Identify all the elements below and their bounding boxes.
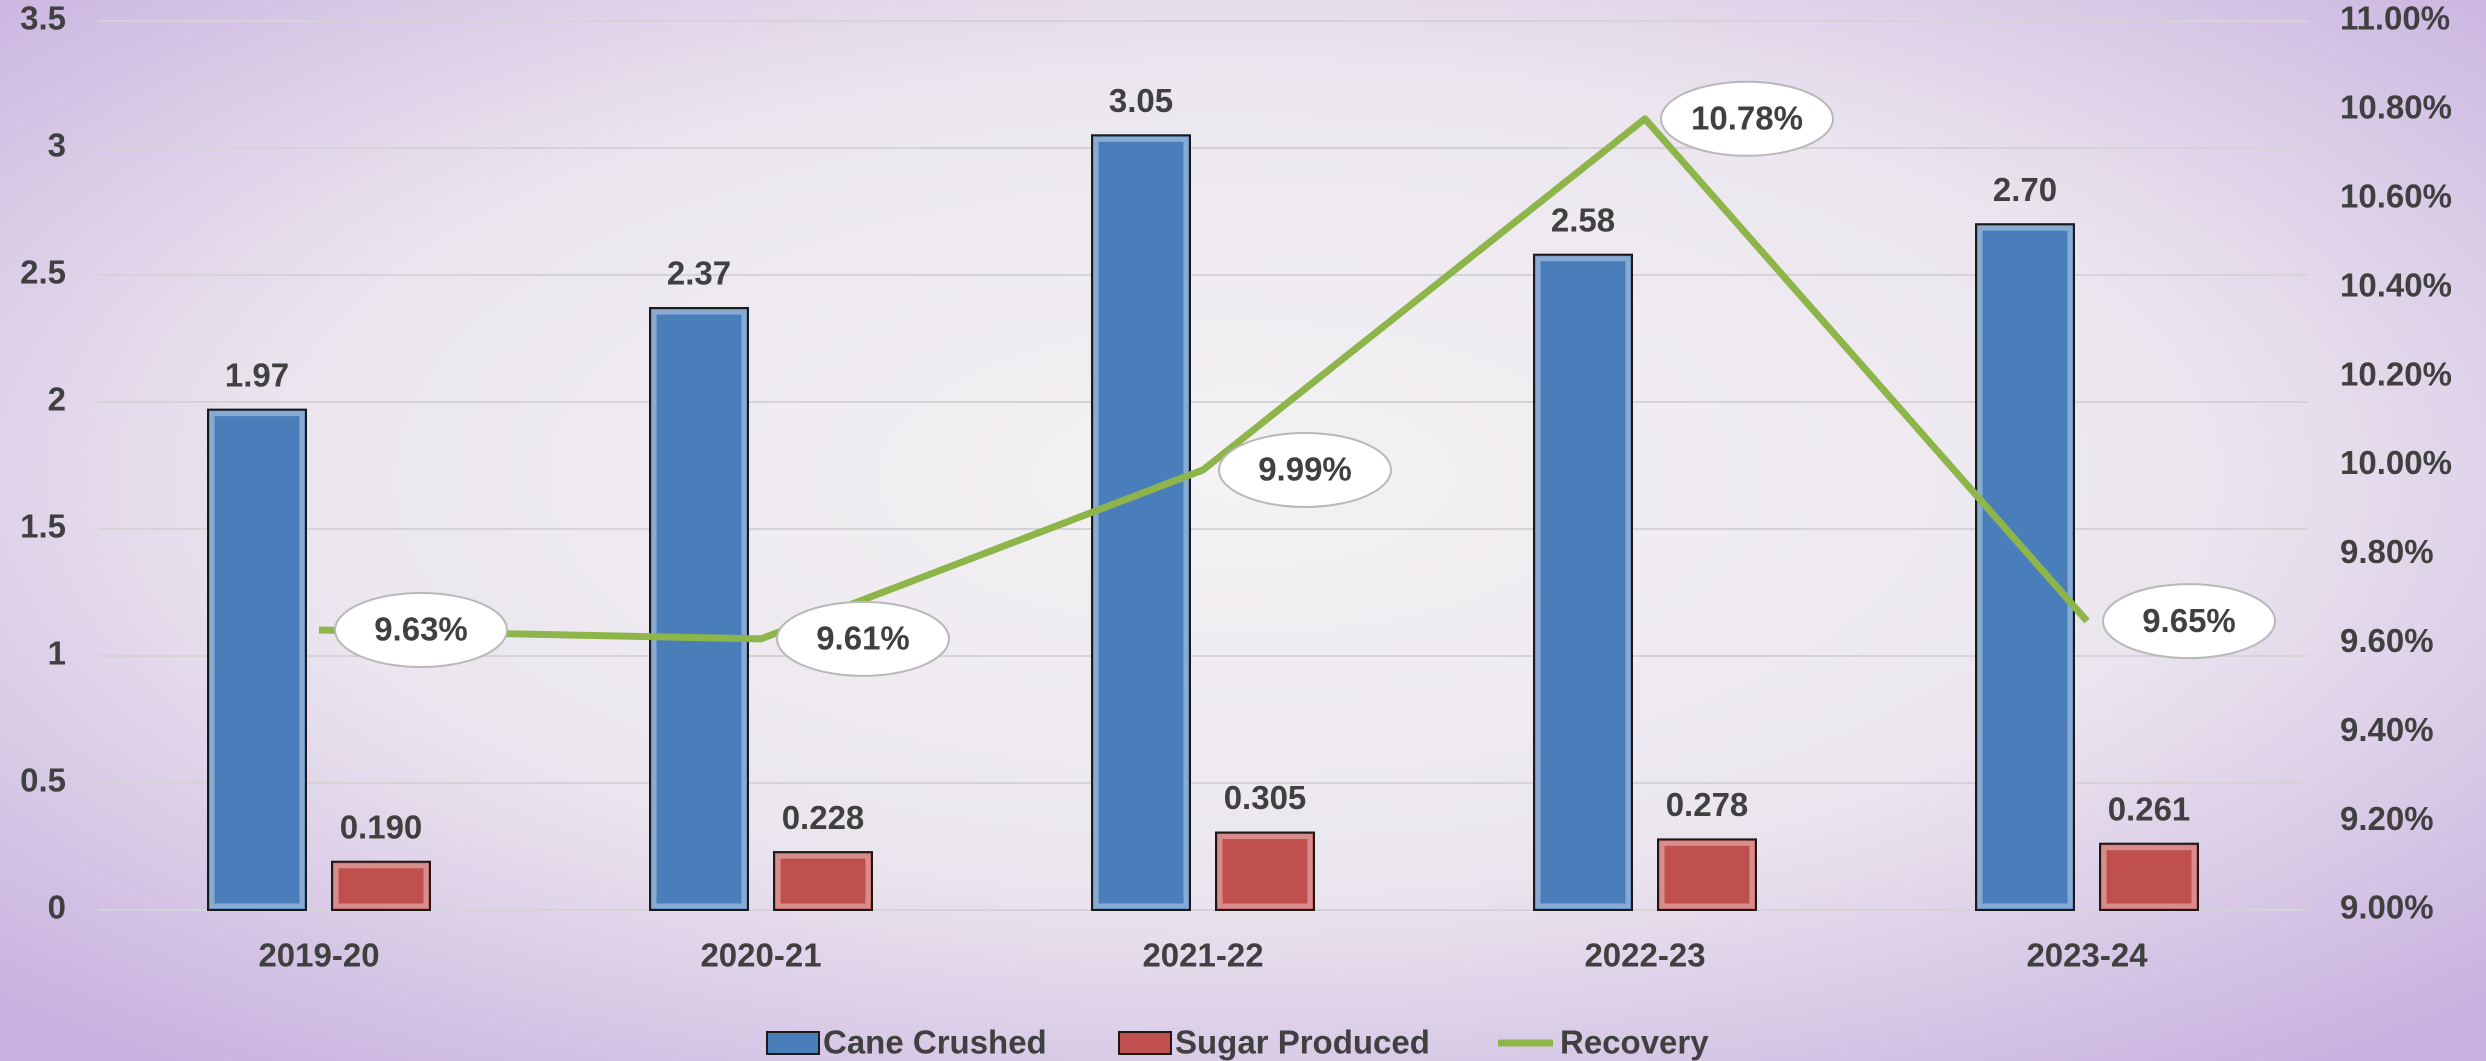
data-label: 2.58 xyxy=(1551,201,1615,238)
legend-key xyxy=(1119,1032,1171,1054)
legend-key xyxy=(767,1032,819,1054)
bar xyxy=(1092,135,1190,910)
data-label: 2.70 xyxy=(1993,171,2057,208)
data-label: 0.261 xyxy=(2108,790,2191,827)
data-label: 9.61% xyxy=(816,620,910,657)
y2-tick-label: 10.00% xyxy=(2340,444,2452,481)
y-tick-label: 3.5 xyxy=(20,0,66,37)
data-label: 0.228 xyxy=(782,799,865,836)
x-tick-label: 2019-20 xyxy=(258,937,379,974)
y2-tick-label: 10.80% xyxy=(2340,89,2452,126)
bar xyxy=(1534,255,1632,910)
bar xyxy=(650,308,748,910)
chart: 0 0.5 1 1.5 2 2.5 3 3.5 9.00% 9.20% 9.40% 9.60% 9.80… xyxy=(0,0,2486,1061)
y2-tick-label: 11.00% xyxy=(2340,0,2450,37)
legend-label: Cane Crushed xyxy=(823,1024,1047,1061)
data-label: 0.190 xyxy=(340,808,423,845)
y-tick-label: 2 xyxy=(48,381,66,418)
bar xyxy=(774,852,872,910)
bar xyxy=(2100,844,2198,910)
x-tick-label: 2022-23 xyxy=(1584,937,1705,974)
data-label: 10.78% xyxy=(1691,100,1803,137)
y2-tick-label: 10.20% xyxy=(2340,355,2452,392)
x-tick-label: 2020-21 xyxy=(700,937,821,974)
data-label: 0.278 xyxy=(1666,786,1749,823)
data-label: 9.65% xyxy=(2142,602,2236,639)
y-tick-label: 0 xyxy=(48,889,66,926)
y-tick-label: 2.5 xyxy=(20,254,66,291)
bar xyxy=(1216,833,1314,910)
y-tick-label: 3 xyxy=(48,127,66,164)
data-label: 3.05 xyxy=(1109,82,1173,119)
x-tick-label: 2021-22 xyxy=(1142,937,1263,974)
y2-tick-label: 9.80% xyxy=(2340,533,2434,570)
data-label: 9.63% xyxy=(374,611,468,648)
y2-tick-label: 9.40% xyxy=(2340,711,2434,748)
y2-tick-label: 9.00% xyxy=(2340,889,2434,926)
y2-tick-label: 10.40% xyxy=(2340,266,2452,303)
bar xyxy=(1658,839,1756,910)
data-label: 0.305 xyxy=(1224,779,1307,816)
y-tick-label: 1.5 xyxy=(20,508,66,545)
y-tick-label: 1 xyxy=(48,635,66,672)
bar xyxy=(1976,224,2074,910)
y-tick-label: 0.5 xyxy=(20,762,66,799)
y2-tick-label: 9.20% xyxy=(2340,800,2434,837)
y2-tick-label: 10.60% xyxy=(2340,178,2452,215)
bar xyxy=(208,410,306,910)
data-label: 9.99% xyxy=(1258,451,1352,488)
data-label: 2.37 xyxy=(667,255,731,292)
bar xyxy=(332,862,430,910)
y2-tick-label: 9.60% xyxy=(2340,622,2434,659)
legend-label: Recovery xyxy=(1560,1024,1709,1061)
legend-label: Sugar Produced xyxy=(1175,1024,1430,1061)
data-label: 1.97 xyxy=(225,356,289,393)
x-tick-label: 2023-24 xyxy=(2026,937,2148,974)
